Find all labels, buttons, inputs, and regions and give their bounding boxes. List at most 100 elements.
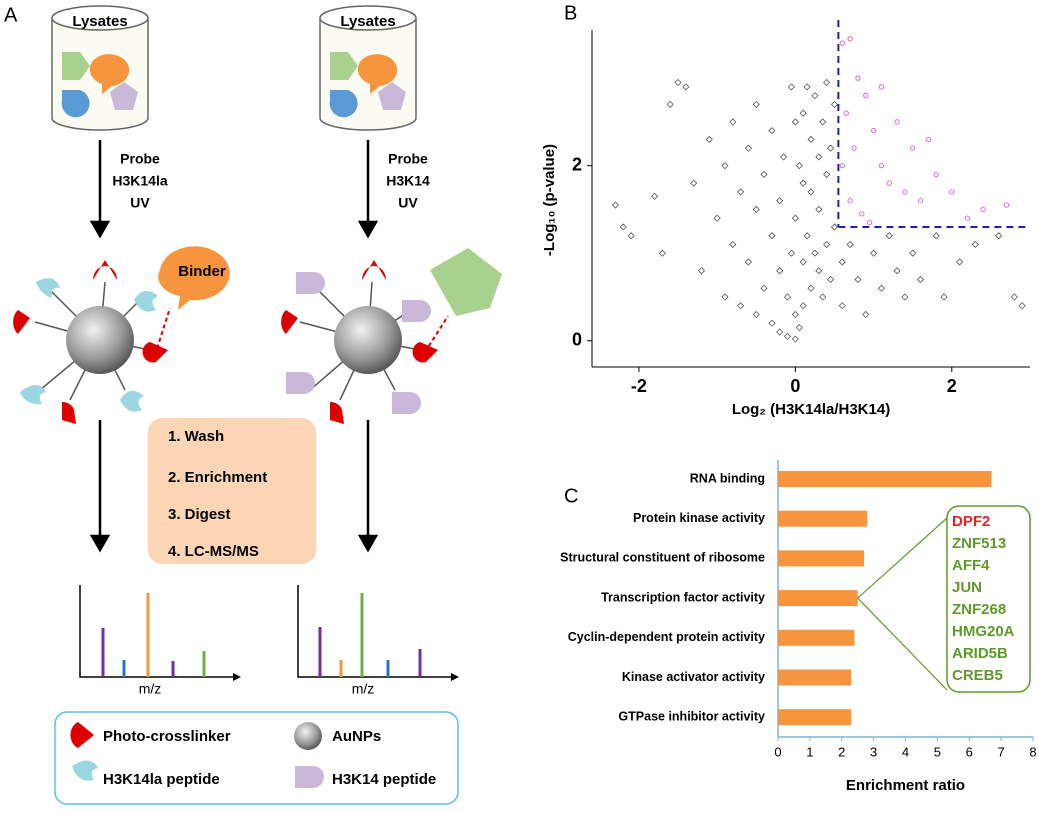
- point: [847, 198, 853, 204]
- point: [971, 240, 979, 249]
- gene-label: JUN: [952, 579, 982, 596]
- legend-label: H3K14la peptide: [103, 771, 220, 788]
- point: [823, 170, 831, 178]
- binder-label: Binder: [178, 263, 226, 280]
- point: [768, 127, 776, 135]
- x-tick-label: 8: [1029, 744, 1036, 759]
- point: [1018, 302, 1026, 310]
- probe-label: H3K14la: [112, 173, 167, 189]
- point: [909, 249, 917, 257]
- point: [1003, 202, 1010, 208]
- point: [752, 205, 760, 214]
- category-label: RNA binding: [690, 471, 765, 485]
- point: [760, 170, 768, 178]
- probe-label: UV: [130, 195, 150, 211]
- point: [838, 302, 846, 310]
- point: [995, 232, 1003, 240]
- point: [674, 78, 682, 87]
- point: [787, 83, 796, 91]
- point: [886, 180, 892, 186]
- x-tick-label: 1: [806, 744, 813, 759]
- point: [619, 223, 627, 231]
- point: [780, 153, 788, 161]
- point: [885, 232, 893, 240]
- point: [721, 293, 729, 301]
- point: [791, 335, 799, 343]
- point: [910, 145, 916, 151]
- category-label: Cyclin-dependent protein activity: [568, 630, 765, 644]
- y-tick-label: 2: [572, 154, 582, 174]
- gene-label: ZNF513: [952, 535, 1006, 552]
- y-axis-label: -Log₁₀ (p-value): [541, 144, 558, 256]
- point: [744, 144, 752, 152]
- category-label: GTPase inhibitor activity: [618, 709, 765, 723]
- point: [752, 310, 760, 319]
- callout-box: [946, 505, 1031, 693]
- point: [862, 310, 870, 319]
- lysates-label: Lysates: [72, 13, 127, 30]
- spectrum: [79, 585, 459, 681]
- nanoparticle: [13, 246, 502, 424]
- gene-label: DPF2: [952, 513, 990, 530]
- point: [803, 83, 811, 91]
- cylinder: [51, 5, 417, 131]
- legend-icon: [70, 722, 324, 788]
- point: [819, 293, 827, 301]
- axis-label: m/z: [352, 681, 375, 697]
- point: [737, 188, 745, 196]
- point: [627, 232, 635, 240]
- legend-label: H3K14 peptide: [332, 771, 436, 788]
- point: [807, 188, 815, 196]
- point: [811, 92, 819, 100]
- point: [863, 93, 869, 99]
- gene-label: ARID5B: [952, 645, 1008, 662]
- point: [791, 118, 799, 126]
- point: [744, 258, 752, 266]
- point: [859, 211, 865, 217]
- gene-label: AFF4: [952, 557, 990, 574]
- point: [949, 189, 955, 195]
- point: [752, 100, 760, 108]
- x-tick-label: -2: [631, 376, 647, 396]
- point: [799, 258, 807, 266]
- callout-line: [857, 597, 948, 691]
- point: [854, 275, 862, 284]
- point: [760, 284, 768, 292]
- probe-label: UV: [398, 195, 418, 211]
- panel-label: B: [564, 2, 577, 24]
- point: [768, 319, 776, 327]
- point: [815, 153, 823, 161]
- axis-label: m/z: [139, 681, 162, 697]
- point: [811, 249, 819, 257]
- point: [807, 135, 815, 143]
- point: [776, 328, 784, 336]
- point: [823, 78, 831, 87]
- category-label: Protein kinase activity: [633, 511, 765, 525]
- bar: [778, 629, 855, 646]
- point: [843, 110, 849, 116]
- step-label: 3. Digest: [168, 506, 231, 523]
- bar: [778, 590, 858, 607]
- point: [795, 162, 803, 170]
- legend-box: [54, 711, 459, 805]
- point: [964, 215, 971, 221]
- point: [658, 249, 666, 257]
- bar: [778, 550, 865, 567]
- panel-label: A: [4, 4, 18, 26]
- point: [815, 205, 823, 214]
- point: [902, 189, 908, 195]
- point: [867, 219, 873, 226]
- gene-label: HMG20A: [952, 623, 1015, 640]
- point: [799, 302, 807, 310]
- point: [826, 144, 835, 152]
- point: [901, 293, 909, 301]
- point: [729, 240, 737, 249]
- point: [682, 83, 690, 91]
- point: [803, 232, 811, 240]
- gene-label: CREB5: [952, 667, 1003, 684]
- point: [776, 197, 784, 205]
- point: [855, 75, 861, 81]
- gene-label: ZNF268: [952, 601, 1006, 618]
- point: [826, 275, 835, 284]
